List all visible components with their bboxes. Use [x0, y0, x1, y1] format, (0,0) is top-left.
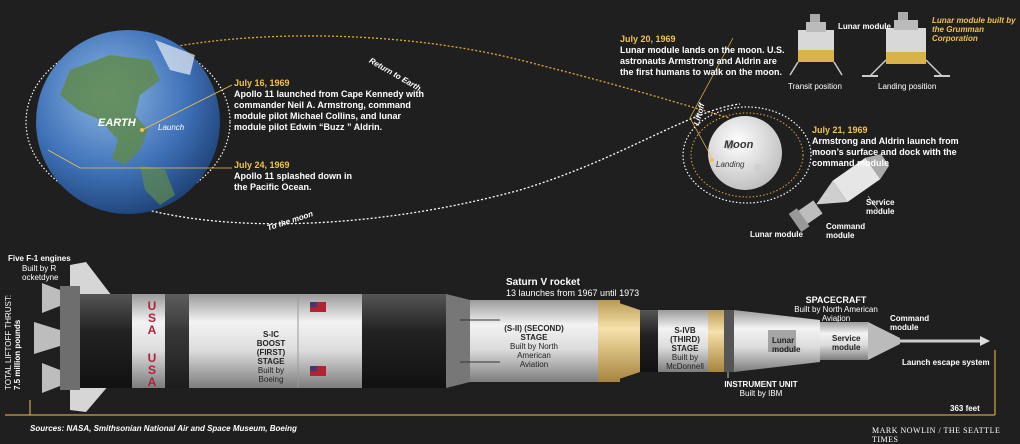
rocket-subtitle: 13 launches from 1967 until 1973: [506, 288, 640, 298]
flag-bottom: [310, 366, 326, 376]
les-label: Launch escape system: [902, 358, 990, 367]
command-module: [868, 322, 900, 360]
csm-lunar: Lunar module: [750, 230, 803, 239]
lm-landing-graphic: [862, 12, 950, 77]
event-text: Apollo 11 splashed down in the Pacific O…: [234, 171, 353, 192]
spacecraft-label: SPACECRAFT Built by North American Aviat…: [794, 295, 878, 324]
event-date: July 20, 1969: [620, 34, 676, 44]
flag-top: [310, 302, 326, 312]
credit: MARK NOWLIN / THE SEATTLE TIMES: [872, 426, 1001, 444]
moon-orbit: [682, 106, 812, 204]
height-label: 363 feet: [950, 404, 980, 413]
event-text: Lunar module lands on the moon. U.S. ast…: [620, 45, 785, 77]
event-jul24: July 24, 1969 Apollo 11 splashed down in…: [234, 160, 354, 193]
csm-command: Command module: [826, 222, 866, 240]
sources: Sources: NASA, Smithsonian National Air …: [30, 424, 297, 433]
lm-landing: Landing position: [878, 82, 937, 91]
event-date: July 16, 1969: [234, 78, 290, 88]
north-america: [60, 55, 160, 165]
lm-built: Lunar module built by the Grumman Corpor…: [932, 16, 1016, 43]
moon-label: Moon: [724, 139, 754, 151]
launch-label: Launch: [158, 123, 185, 132]
moon: [708, 116, 782, 190]
f1-label: Five F-1 engines: [8, 254, 71, 263]
engine-1: [42, 283, 60, 313]
service-module: [820, 322, 868, 360]
earth-label: EARTH: [98, 117, 136, 129]
engine-2: [34, 322, 60, 354]
csm-lm-graphic: [788, 154, 890, 232]
landing-label: Landing: [716, 160, 745, 169]
event-date: July 21, 1969: [812, 125, 868, 135]
s4b-label: S-IVB (THIRD) STAGE Built by McDonnell D…: [666, 326, 704, 380]
rocket-sm-label: Service module: [832, 334, 861, 352]
return-path: [41, 35, 731, 131]
instrument-unit: [724, 310, 734, 372]
rocket-lm-label: Lunar module: [772, 336, 801, 354]
s1c-label: S-IC BOOST (FIRST) STAGE Built by Boeing: [256, 330, 286, 384]
event-text: Armstrong and Aldrin launch from moon’s …: [812, 136, 959, 168]
event-jul20: July 20, 1969 Lunar module lands on the …: [620, 34, 790, 78]
rocket-title: Saturn V rocket: [506, 277, 580, 288]
rocket-cm-label: Command module: [890, 314, 930, 332]
engine-3: [42, 363, 60, 393]
event-date: July 24, 1969: [234, 160, 290, 170]
event-text: Apollo 11 launched from Cape Kennedy wit…: [234, 89, 425, 132]
iu-label: INSTRUMENT UNIT Built by IBM: [724, 380, 798, 398]
f1-built: Built by R ocketdyne: [22, 264, 59, 282]
lm-title: Lunar module: [838, 22, 891, 31]
event-jul16: July 16, 1969 Apollo 11 launched from Ca…: [234, 78, 434, 133]
thrust-label: TOTAL LIFTOFF THRUST: 7.5 million pounds: [4, 294, 22, 390]
usa-top: USA: [147, 299, 157, 337]
usa-bottom: USA: [147, 351, 157, 389]
event-jul21: July 21, 1969 Armstrong and Aldrin launc…: [812, 125, 962, 169]
s2-label: (S-II) (SECOND) STAGE Built by North Ame…: [504, 324, 564, 369]
s2-stage: [470, 300, 610, 382]
lm-transit: Transit position: [788, 82, 842, 91]
lm-transit-graphic: [789, 14, 843, 76]
csm-service: Service module: [866, 198, 895, 216]
fin-top: [70, 262, 115, 300]
